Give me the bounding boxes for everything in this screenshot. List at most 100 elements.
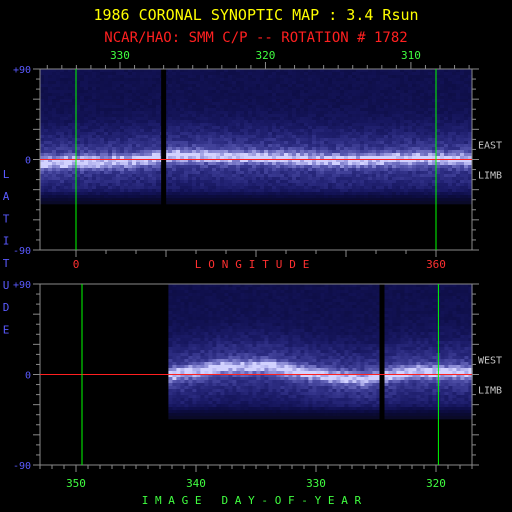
heatmap-cell xyxy=(44,96,49,100)
heatmap-cell xyxy=(384,96,389,100)
heatmap-cell xyxy=(132,72,137,76)
heatmap-cell xyxy=(180,108,185,112)
heatmap-cell xyxy=(104,177,109,181)
heatmap-cell xyxy=(296,156,301,160)
heatmap-cell xyxy=(128,171,133,175)
heatmap-cell xyxy=(420,117,425,121)
heatmap-cell xyxy=(292,138,297,142)
heatmap-cell xyxy=(440,162,445,166)
heatmap-cell xyxy=(48,141,53,145)
heatmap-cell xyxy=(228,84,233,88)
heatmap-cell xyxy=(208,198,213,202)
heatmap-cell xyxy=(428,198,433,202)
heatmap-cell xyxy=(396,189,401,193)
heatmap-cell xyxy=(424,123,429,127)
heatmap-cell xyxy=(412,105,417,109)
heatmap-cell xyxy=(436,87,441,91)
heatmap-cell xyxy=(120,123,125,127)
heatmap-cell xyxy=(412,132,417,136)
heatmap-cell xyxy=(240,159,245,163)
heatmap-cell xyxy=(260,144,265,148)
heatmap-cell xyxy=(124,102,129,106)
heatmap-cell xyxy=(360,168,365,172)
heatmap-cell xyxy=(208,102,213,106)
heatmap-cell xyxy=(80,141,85,145)
heatmap-cell xyxy=(272,150,277,154)
heatmap-cell xyxy=(248,117,253,121)
heatmap-cell xyxy=(352,72,357,76)
heatmap-cell xyxy=(68,81,73,85)
heatmap-cell xyxy=(312,75,317,79)
heatmap-cell xyxy=(228,72,233,76)
heatmap-cell xyxy=(292,123,297,127)
heatmap-cell xyxy=(356,147,361,151)
heatmap-cell xyxy=(436,135,441,139)
heatmap-cell xyxy=(208,183,213,187)
heatmap-cell xyxy=(220,135,225,139)
heatmap-cell xyxy=(412,111,417,115)
heatmap-cell xyxy=(48,201,53,205)
heatmap-cell xyxy=(380,201,385,205)
heatmap-cell xyxy=(264,81,269,85)
heatmap-cell xyxy=(204,150,209,154)
heatmap-cell xyxy=(184,183,189,187)
heatmap-cell xyxy=(80,75,85,79)
longitude-letter: E xyxy=(303,258,310,271)
heatmap-cell xyxy=(424,156,429,160)
heatmap-cell xyxy=(344,198,349,202)
heatmap-cell xyxy=(376,75,381,79)
heatmap-cell xyxy=(460,153,465,157)
heatmap-cell xyxy=(108,75,113,79)
heatmap-cell xyxy=(460,132,465,136)
heatmap-cell xyxy=(208,111,213,115)
heatmap-cell xyxy=(304,120,309,124)
heatmap-cell xyxy=(368,111,373,115)
heatmap-cell xyxy=(244,153,249,157)
heatmap-cell xyxy=(388,93,393,97)
heatmap-cell xyxy=(100,75,105,79)
heatmap-cell xyxy=(112,147,117,151)
heatmap-cell xyxy=(204,69,209,73)
heatmap-cell xyxy=(240,141,245,145)
heatmap-cell xyxy=(412,120,417,124)
heatmap-cell xyxy=(240,114,245,118)
heatmap-cell xyxy=(392,78,397,82)
heatmap-cell xyxy=(184,141,189,145)
heatmap-cell xyxy=(324,138,329,142)
heatmap-cell xyxy=(316,183,321,187)
heatmap-cell xyxy=(56,96,61,100)
heatmap-cell xyxy=(332,78,337,82)
heatmap-cell xyxy=(68,174,73,178)
heatmap-cell xyxy=(240,123,245,127)
heatmap-cell xyxy=(108,87,113,91)
heatmap-cell xyxy=(368,126,373,130)
heatmap-cell xyxy=(204,162,209,166)
heatmap-cell xyxy=(212,105,217,109)
heatmap-cell xyxy=(184,138,189,142)
heatmap-cell xyxy=(52,141,57,145)
heatmap-cell xyxy=(44,171,49,175)
heatmap-cell xyxy=(76,120,81,124)
heatmap-cell xyxy=(336,132,341,136)
heatmap-cell xyxy=(308,153,313,157)
heatmap-cell xyxy=(448,135,453,139)
heatmap-cell xyxy=(220,105,225,109)
heatmap-cell xyxy=(396,78,401,82)
heatmap-cell xyxy=(380,111,385,115)
heatmap-cell xyxy=(464,144,469,148)
heatmap-cell xyxy=(416,108,421,112)
heatmap-cell xyxy=(332,168,337,172)
heatmap-cell xyxy=(296,198,301,202)
heatmap-cell xyxy=(340,153,345,157)
heatmap-cell xyxy=(408,153,413,157)
heatmap-cell xyxy=(92,75,97,79)
heatmap-cell xyxy=(388,84,393,88)
heatmap-cell xyxy=(296,105,301,109)
heatmap-cell xyxy=(448,96,453,100)
heatmap-cell xyxy=(148,156,153,160)
heatmap-cell xyxy=(316,102,321,106)
heatmap-cell xyxy=(96,144,101,148)
heatmap-cell xyxy=(176,201,181,205)
heatmap-cell xyxy=(84,177,89,181)
heatmap-cell xyxy=(232,183,237,187)
